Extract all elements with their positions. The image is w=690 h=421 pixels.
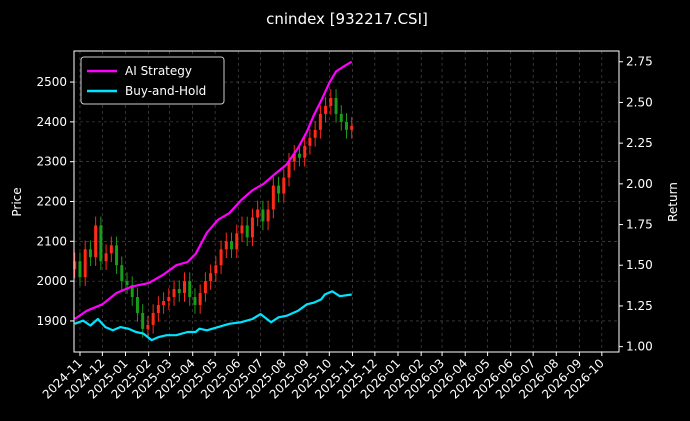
y-right-tick-label: 1.75 [626,218,653,232]
y-right-tick-label: 1.00 [626,340,653,354]
candle-body [177,289,181,294]
candle-body [182,281,186,294]
candle-body [339,113,343,122]
y-right-tick-label: 2.75 [626,55,653,69]
candle-body [287,161,291,178]
ai-strategy-line [74,60,353,320]
y-right-tick-label: 2.25 [626,136,653,150]
candle-body [250,217,254,238]
candle-body [162,301,166,306]
candle-body [245,225,249,238]
y-right-tick-label: 1.50 [626,258,653,272]
y-right-tick-label: 2.00 [626,177,653,191]
candle-body [120,265,124,282]
candle-body [109,245,113,254]
y-left-tick-label: 2300 [36,155,67,169]
candle-body [282,177,286,194]
candle-body [324,105,328,114]
y-right-tick-label: 1.25 [626,299,653,313]
candle-body [115,245,119,266]
series-lines [74,60,353,342]
candle-body [214,265,218,274]
candle-body [188,281,192,298]
candle-body [297,153,301,158]
y-left-tick-label: 2200 [36,195,67,209]
candle-body [209,273,213,282]
candle-body [172,289,176,298]
candle-body [350,125,354,130]
candle-body [167,297,171,302]
candle-body [261,209,265,222]
candle-body [203,281,207,294]
candle-body [235,233,239,250]
candle-body [230,241,234,250]
candle-body [256,209,260,218]
candle-body [345,121,348,130]
candle-body [104,253,108,262]
candle-body [334,97,338,114]
candle-body [277,185,281,194]
candle-body [198,293,202,306]
buy-and-hold-line [74,290,352,342]
price-candles [73,89,354,338]
candle-body [78,261,82,278]
candle-body [99,225,103,262]
candle-body [141,312,145,329]
candle-body [240,225,244,234]
candle-body [193,297,197,306]
candle-body [292,153,296,162]
candle-body [224,241,228,250]
candle-body [329,97,333,106]
candle-body [73,261,77,270]
candle-body [94,225,98,258]
candle-body [266,209,270,222]
y-left-tick-label: 2100 [36,234,67,248]
y-left-axis-label: Price [10,187,24,216]
candle-body [303,145,307,158]
candle-body [219,249,223,266]
candle-body [308,137,312,146]
candle-body [146,324,150,329]
legend-label-ai-strategy: AI Strategy [125,64,192,78]
candle-body [125,281,129,286]
y-left-tick-label: 2000 [36,274,67,288]
chart-title: cnindex [932217.CSI] [266,10,428,28]
candle-body [313,129,317,138]
legend: AI Strategy Buy-and-Hold [80,56,225,105]
y-right-axis-label: Return [666,182,680,222]
candle-body [135,297,139,313]
y-left-tick-label: 1900 [36,314,67,328]
candle-body [151,312,155,325]
y-right-tick-label: 2.50 [626,95,653,109]
legend-label-buy-and-hold: Buy-and-Hold [125,84,206,98]
candle-body [271,185,275,210]
y-left-tick-label: 2400 [36,115,67,129]
candle-body [130,285,134,298]
y-left-tick-label: 2500 [36,75,67,89]
candle-body [88,249,92,258]
candle-body [156,305,160,313]
candle-body [318,113,322,130]
candle-body [83,249,87,278]
